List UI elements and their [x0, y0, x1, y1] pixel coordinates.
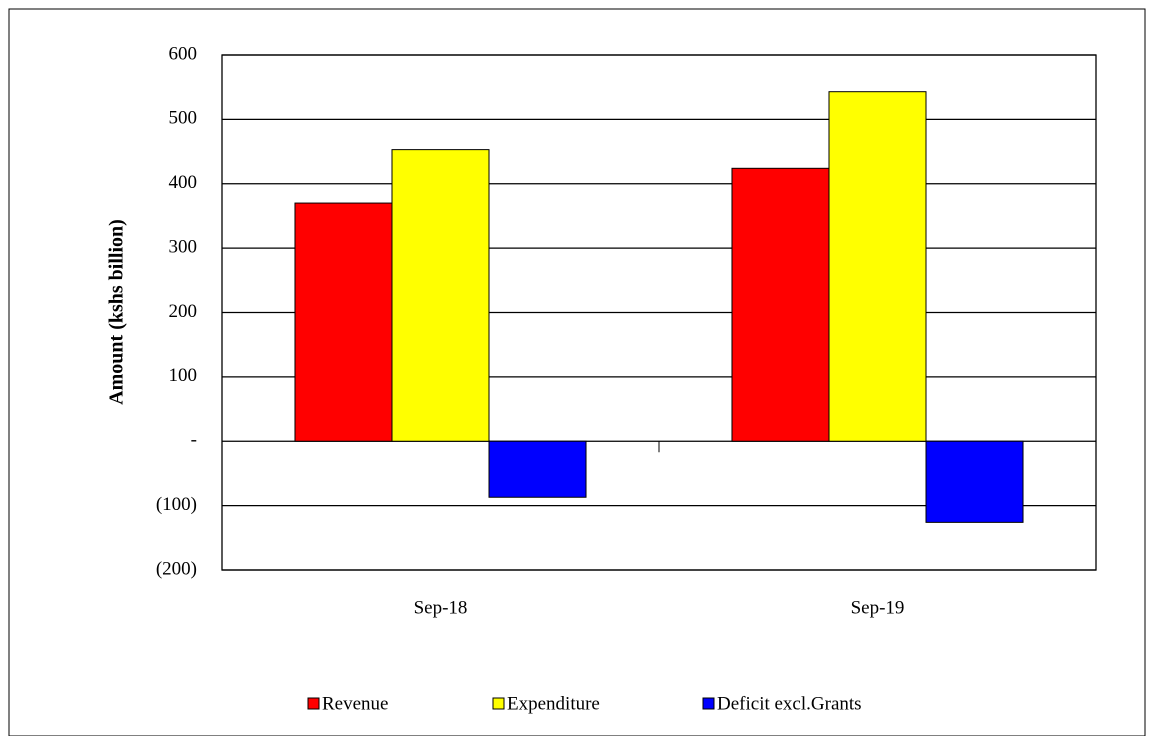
x-tick-label: Sep-18 — [414, 597, 468, 618]
y-tick-label: (100) — [156, 494, 197, 515]
bar — [294, 202, 393, 442]
bar — [925, 440, 1024, 523]
y-tick-label: 100 — [169, 365, 198, 386]
bar — [391, 149, 490, 442]
y-tick-label: 400 — [169, 172, 198, 193]
bar — [488, 440, 587, 498]
legend-label: Deficit excl.Grants — [717, 693, 862, 714]
y-tick-label: 600 — [169, 43, 198, 64]
y-tick-label: 500 — [169, 108, 198, 129]
legend-swatch — [702, 697, 715, 710]
legend-swatch — [492, 697, 505, 710]
bar — [828, 91, 927, 442]
legend-label: Expenditure — [507, 693, 600, 714]
legend-label: Revenue — [322, 693, 388, 714]
y-tick-label: - — [191, 430, 197, 451]
y-tick-label: 300 — [169, 236, 198, 257]
y-tick-label: 200 — [169, 301, 198, 322]
y-axis-title: Amount (kshs billion) — [106, 219, 128, 405]
x-tick-label: Sep-19 — [851, 597, 905, 618]
chart-frame — [8, 8, 1146, 736]
legend-swatch — [307, 697, 320, 710]
y-tick-label: (200) — [156, 558, 197, 579]
bar — [731, 167, 830, 442]
